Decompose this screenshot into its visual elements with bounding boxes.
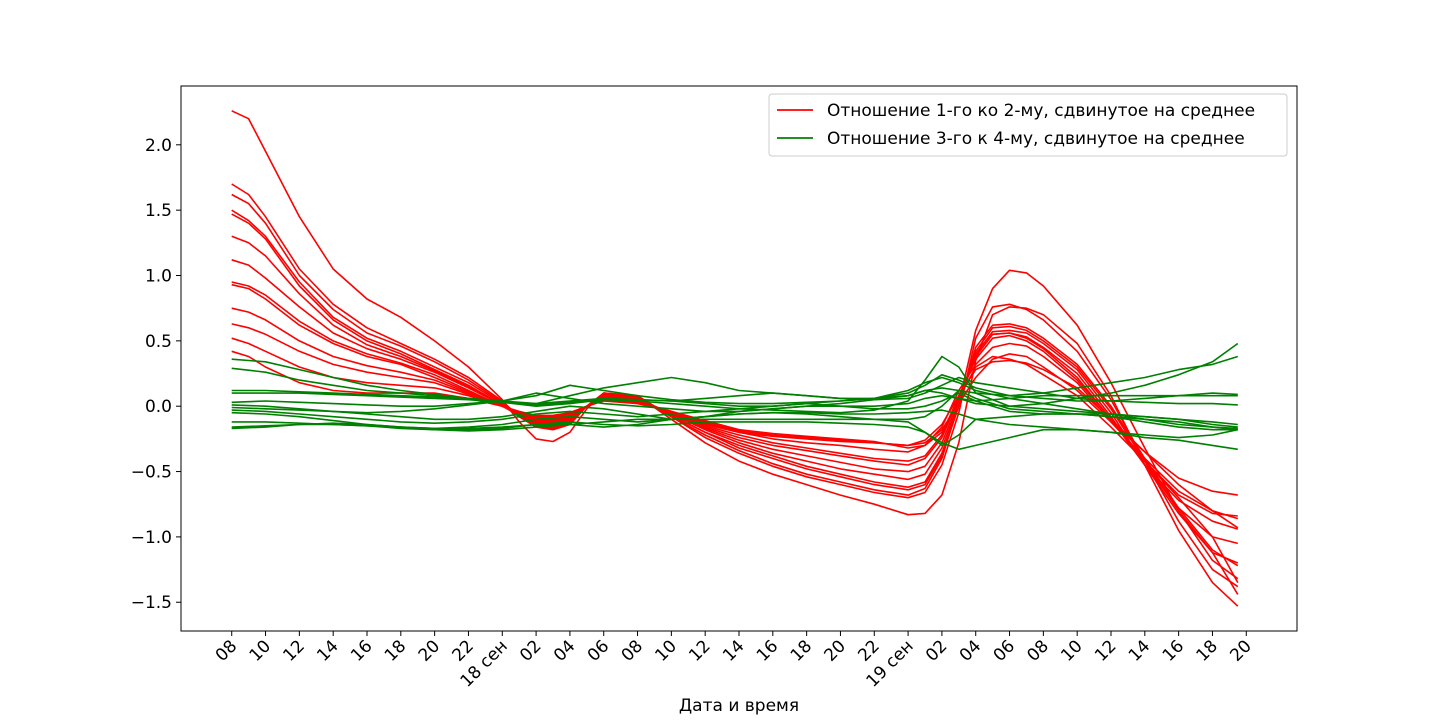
x-tick-label: 04	[956, 636, 985, 665]
y-tick-label: −1.0	[131, 528, 172, 548]
series-line-1-1	[231, 110, 1239, 607]
series-line-2-4	[231, 376, 1238, 406]
x-tick-label: 12	[1091, 636, 1120, 665]
series-line-2-7	[231, 394, 1238, 428]
legend-label: Отношение 1-го ко 2-му, сдвинутое на сре…	[827, 101, 1255, 121]
y-tick-label: 0.0	[145, 397, 172, 417]
x-tick-label: 06	[584, 636, 613, 665]
x-axis-label: Дата и время	[679, 696, 799, 716]
y-tick-label: 2.0	[145, 136, 172, 156]
series-line-1-3	[231, 193, 1239, 580]
x-tick-label: 02	[922, 636, 951, 665]
series-line-1-6	[231, 235, 1239, 595]
x-tick-label: 14	[313, 636, 342, 665]
series-line-2-5	[231, 376, 1238, 430]
series-layer	[231, 110, 1239, 607]
x-tick-label: 10	[1057, 636, 1086, 665]
series-line-2-11	[231, 418, 1238, 451]
y-tick-label: 0.5	[145, 332, 172, 352]
series-line-1-8	[231, 281, 1239, 530]
x-tick-label: 08	[1023, 636, 1052, 665]
series-line-1-9	[231, 283, 1238, 517]
legend: Отношение 1-го ко 2-му, сдвинутое на сре…	[768, 93, 1288, 157]
x-tick-label: 10	[246, 636, 275, 665]
y-tick-label: 1.5	[145, 201, 172, 221]
y-tick-label: −0.5	[131, 463, 172, 483]
y-tick-label: −1.5	[131, 593, 172, 613]
x-tick-label: 18	[787, 636, 816, 665]
x-tick-label: 16	[347, 636, 376, 665]
x-tick-label: 02	[516, 636, 545, 665]
x-tick-label: 08	[618, 636, 647, 665]
series-line-1-13	[231, 350, 1239, 583]
x-tick-label: 16	[753, 636, 782, 665]
x-tick-label: 12	[685, 636, 714, 665]
x-tick-label: 20	[1226, 636, 1255, 665]
x-tick-label: 14	[1125, 636, 1154, 665]
x-tick-label: 14	[719, 636, 748, 665]
series-line-1-5	[231, 213, 1239, 564]
x-tick-label: 20	[821, 636, 850, 665]
x-tick-label: 16	[1159, 636, 1188, 665]
x-tick-label: 08	[212, 636, 241, 665]
x-tick-label: 04	[550, 636, 579, 665]
series-line-1-11	[231, 323, 1238, 496]
y-axis: −1.5 −1.0 −0.5 0.0 0.5 1.0 1.5 2.0	[131, 136, 181, 613]
series-line-2-12	[231, 409, 1238, 439]
legend-label: Отношение 3-го к 4-му, сдвинутое на сред…	[827, 129, 1245, 149]
series-line-1-2	[231, 183, 1239, 588]
plot-frame	[180, 85, 1298, 632]
x-tick-label: 12	[279, 636, 308, 665]
x-tick-label: 20	[415, 636, 444, 665]
legend-box	[768, 93, 1288, 157]
x-tick-label: 18	[381, 636, 410, 665]
series-line-1-7	[231, 259, 1238, 545]
x-tick-label: 18	[1193, 636, 1222, 665]
series-line-1-12	[231, 337, 1239, 529]
y-tick-label: 1.0	[145, 267, 172, 287]
x-tick-label: 10	[651, 636, 680, 665]
x-tick-label: 06	[990, 636, 1019, 665]
series-line-1-4	[231, 209, 1239, 567]
